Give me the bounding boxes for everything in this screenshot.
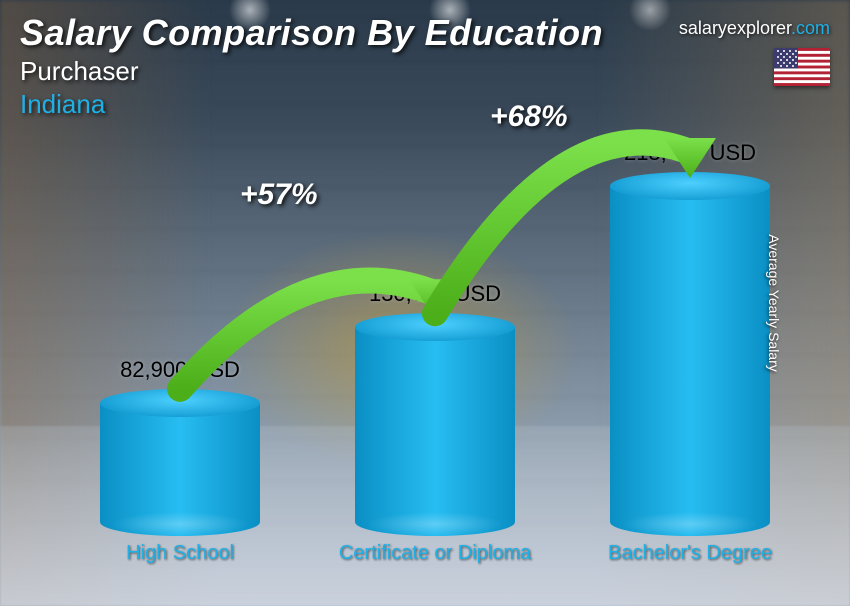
- y-axis-label: Average Yearly Salary: [765, 234, 781, 372]
- brand-suffix: .com: [791, 18, 830, 38]
- chart-subtitle-location: Indiana: [20, 89, 830, 120]
- growth-percent-label: +57%: [240, 178, 318, 212]
- growth-arrow-icon: [40, 140, 790, 586]
- brand-name: salaryexplorer: [679, 18, 791, 38]
- bar-chart: 82,900 USDHigh School130,000 USDCertific…: [40, 140, 790, 586]
- chart-subtitle-job: Purchaser: [20, 56, 830, 87]
- brand-logo-text: salaryexplorer.com: [679, 18, 830, 39]
- country-flag-icon: [774, 48, 830, 86]
